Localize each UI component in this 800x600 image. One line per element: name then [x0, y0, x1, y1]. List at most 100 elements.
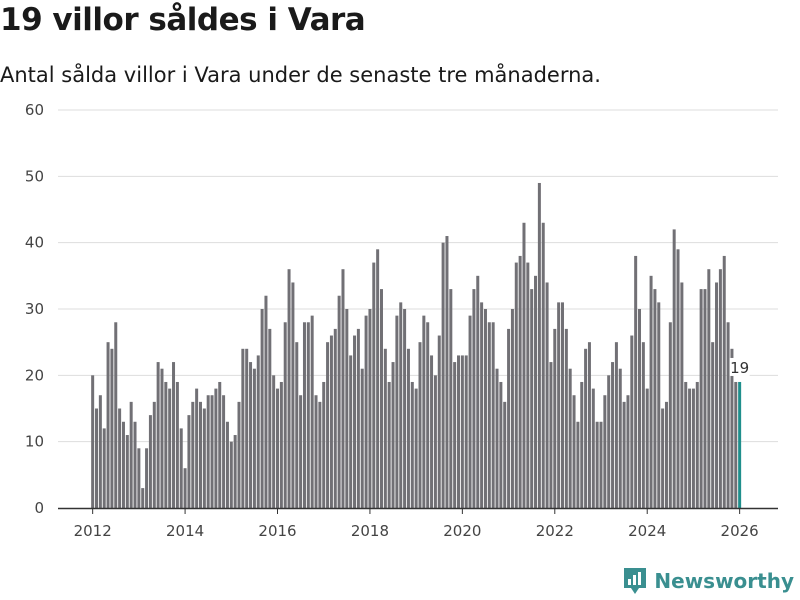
- bar: [572, 395, 576, 508]
- bar: [225, 421, 229, 508]
- bar: [318, 401, 322, 508]
- bar: [630, 335, 634, 508]
- bar: [306, 322, 310, 508]
- bar: [268, 328, 272, 508]
- bar: [118, 408, 122, 508]
- bar: [106, 342, 110, 508]
- bar: [483, 309, 487, 508]
- bar: [356, 328, 360, 508]
- x-tick-label: 2012: [74, 522, 112, 540]
- bar: [560, 302, 564, 508]
- bar: [491, 322, 495, 508]
- bar: [229, 441, 233, 508]
- bar: [206, 395, 210, 508]
- bar: [422, 315, 426, 508]
- bar: [657, 302, 661, 508]
- bar: [237, 401, 241, 508]
- bar: [495, 368, 499, 508]
- bar: [530, 289, 534, 508]
- bar: [480, 302, 484, 508]
- x-tick-label: 2018: [351, 522, 389, 540]
- bars: [91, 182, 742, 509]
- bar: [403, 309, 407, 508]
- y-tick-label: 0: [34, 499, 44, 517]
- bar: [322, 381, 326, 508]
- chart-title: 19 villor såldes i Vara: [0, 2, 366, 38]
- bar: [379, 289, 383, 508]
- data-labels: 19: [729, 357, 750, 377]
- bar: [703, 289, 707, 508]
- bar: [487, 322, 491, 508]
- bar: [614, 342, 618, 508]
- bar: [283, 322, 287, 508]
- bar: [661, 408, 665, 508]
- x-tick-label: 2024: [628, 522, 666, 540]
- bar: [133, 421, 137, 508]
- bar: [214, 388, 218, 508]
- bar: [641, 342, 645, 508]
- bar: [218, 381, 222, 508]
- bar: [179, 428, 183, 508]
- bar: [526, 262, 530, 508]
- bar: [349, 355, 353, 508]
- bar: [353, 335, 357, 508]
- bar: [198, 401, 202, 508]
- y-tick-label: 20: [25, 366, 44, 384]
- bar: [510, 309, 514, 508]
- bar: [129, 401, 133, 508]
- bar: [414, 388, 418, 508]
- x-tick-label: 2022: [536, 522, 574, 540]
- bar: [476, 275, 480, 508]
- y-tick-label: 50: [25, 167, 44, 185]
- bar: [164, 381, 168, 508]
- bar: [110, 348, 114, 508]
- bar: [114, 322, 118, 508]
- bar: [329, 335, 333, 508]
- bar: [148, 415, 152, 508]
- y-tick-label: 10: [25, 433, 44, 451]
- bar: [645, 388, 649, 508]
- y-tick-label: 60: [25, 101, 44, 119]
- bar: [410, 381, 414, 508]
- bar: [638, 309, 642, 508]
- bar: [634, 255, 638, 508]
- bar: [137, 448, 141, 508]
- bar: [649, 275, 653, 508]
- chart-subtitle: Antal sålda villor i Vara under de senas…: [0, 63, 601, 87]
- bar: [668, 322, 672, 508]
- bar: [626, 395, 630, 508]
- bar: [98, 395, 102, 508]
- bar: [553, 328, 557, 508]
- bar: [333, 328, 337, 508]
- bar: [160, 368, 164, 508]
- x-axis: 2012 2014 2016 2018 2020 2022 2024 2026: [58, 507, 778, 540]
- bar: [233, 435, 237, 508]
- bar: [264, 295, 268, 508]
- bar: [603, 395, 607, 508]
- bar: [152, 401, 156, 508]
- bar: [460, 355, 464, 508]
- bar: [372, 262, 376, 508]
- bar: [279, 381, 283, 508]
- bar: [441, 242, 445, 509]
- bar: [222, 395, 226, 508]
- bar: [730, 348, 734, 508]
- bar: [249, 362, 253, 508]
- bar: [395, 315, 399, 508]
- bar: [607, 375, 611, 508]
- bar: [618, 368, 622, 508]
- y-tick-label: 30: [25, 300, 44, 318]
- bar: [672, 229, 676, 508]
- bar: [611, 362, 615, 508]
- bar: [545, 282, 549, 508]
- bar: [175, 381, 179, 508]
- bar: [125, 435, 129, 508]
- bar: [599, 421, 603, 508]
- bar: [241, 348, 245, 508]
- data-label-background: [729, 357, 750, 376]
- bar: [722, 255, 726, 508]
- bar: [622, 401, 626, 508]
- bar: [391, 362, 395, 508]
- bar: [503, 401, 507, 508]
- bar: [522, 222, 526, 508]
